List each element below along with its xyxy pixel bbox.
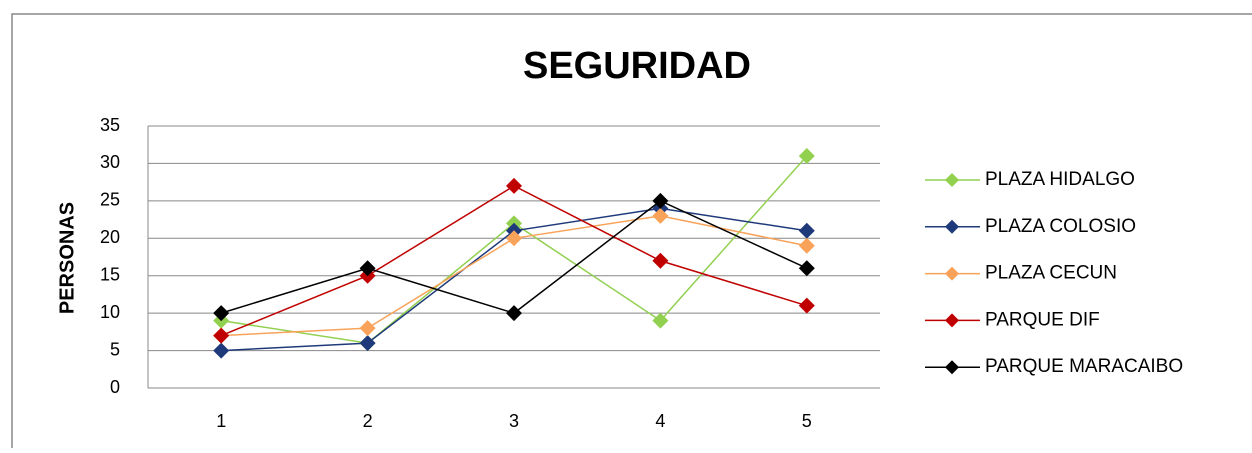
data-point — [506, 305, 522, 322]
data-point — [652, 252, 669, 269]
chart-title: SEGURIDAD — [523, 45, 751, 87]
y-tick-label: 15 — [100, 264, 120, 284]
data-point — [652, 192, 669, 209]
data-point — [506, 230, 522, 247]
x-tick-label: 5 — [802, 411, 812, 431]
x-tick-label: 2 — [363, 411, 373, 431]
y-axis-label: PERSONAS — [56, 202, 78, 314]
y-tick-label: 25 — [100, 190, 120, 210]
y-tick-label: 5 — [110, 339, 120, 359]
x-tick-label: 1 — [216, 411, 226, 431]
x-tick-label: 4 — [655, 411, 665, 431]
data-point — [359, 335, 376, 352]
legend-marker — [945, 360, 959, 375]
data-point — [213, 327, 230, 344]
y-tick-label: 0 — [110, 377, 120, 397]
y-tick-label: 10 — [100, 302, 120, 322]
legend-marker — [945, 313, 959, 328]
x-tick-label: 3 — [509, 411, 519, 431]
legend-label: PLAZA CECUN — [985, 263, 1117, 284]
data-point — [506, 177, 522, 194]
data-point — [213, 305, 230, 322]
data-point — [213, 342, 230, 359]
y-tick-label: 35 — [100, 115, 120, 135]
data-point — [798, 147, 815, 164]
chart-border — [11, 13, 1252, 453]
y-tick-label: 30 — [100, 152, 120, 172]
legend-label: PARQUE DIF — [985, 309, 1100, 330]
data-point — [652, 207, 669, 224]
legend-marker — [945, 219, 959, 234]
legend-marker — [945, 173, 959, 187]
data-point — [798, 260, 815, 277]
data-point — [798, 222, 815, 239]
legend-label: PLAZA COLOSIO — [985, 216, 1136, 237]
y-tick-label: 20 — [100, 227, 120, 247]
legend-marker — [945, 266, 959, 281]
data-point — [798, 237, 815, 254]
data-point — [359, 260, 376, 277]
data-point — [652, 312, 669, 329]
legend-label: PLAZA HIDALGO — [985, 169, 1135, 190]
data-point — [798, 297, 815, 314]
legend-label: PARQUE MARACAIBO — [985, 356, 1183, 377]
data-point — [359, 320, 376, 337]
